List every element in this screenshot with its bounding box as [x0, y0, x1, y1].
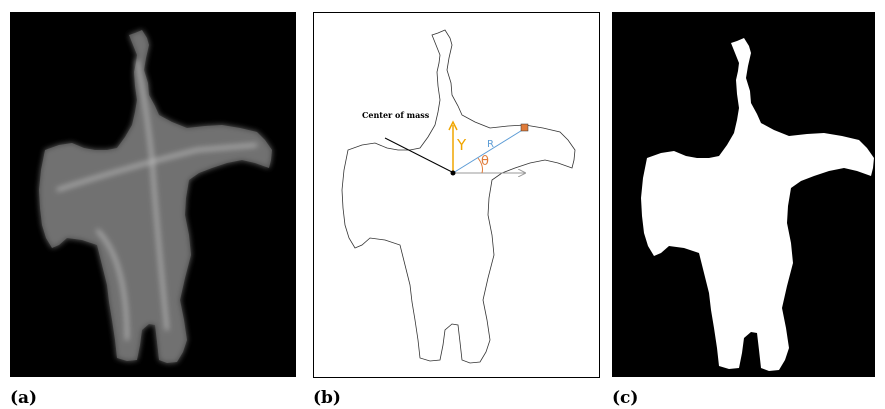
point-marker [521, 124, 528, 131]
panel-b [314, 13, 600, 378]
panel-label: (b) [313, 388, 341, 408]
figure: (a) Center of mass Y R θ (b) (c) [0, 0, 885, 409]
annotation: R [487, 139, 494, 150]
annotation: Y [456, 136, 467, 154]
page: {"panels": [ {"label": "(a)"}, {"label":… [0, 0, 885, 409]
annotation: θ [481, 154, 489, 169]
center-dot [451, 171, 456, 176]
annotation: Center of mass [362, 110, 430, 120]
panel-label: (a) [10, 388, 37, 408]
panel-label: (c) [612, 388, 638, 408]
